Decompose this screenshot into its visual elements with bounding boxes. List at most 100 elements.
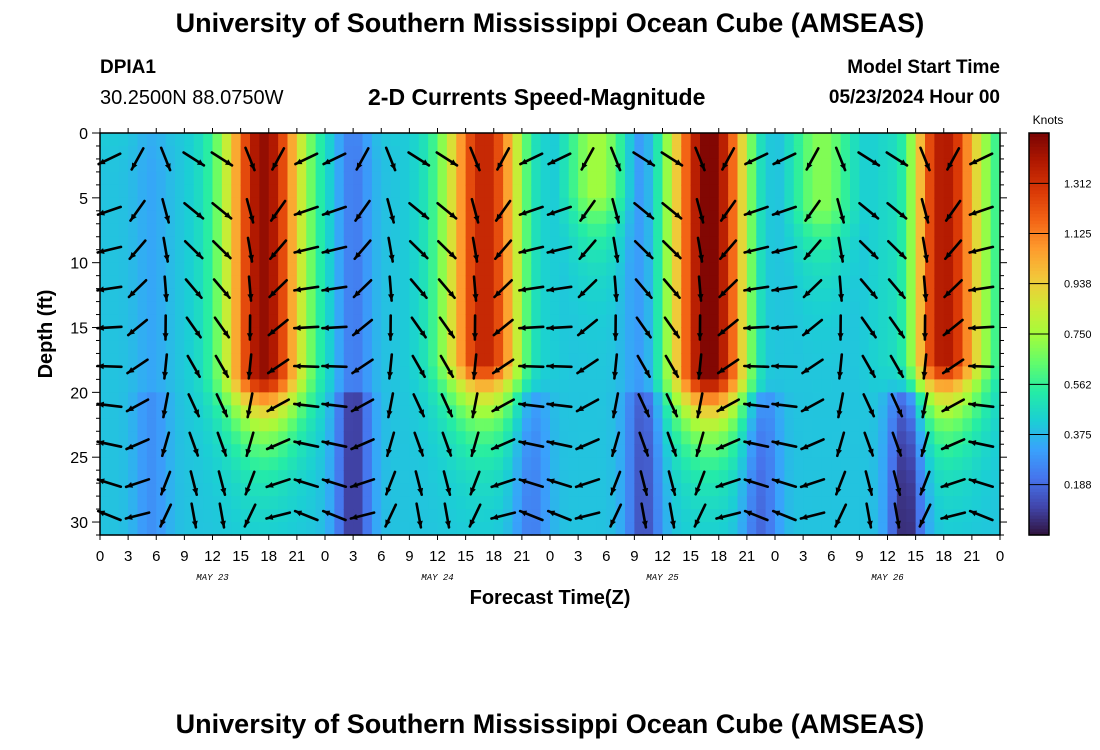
heatmap-cell [756,470,767,484]
heatmap-cell [175,483,185,497]
heatmap-cell [765,522,776,536]
heatmap-cell [184,236,195,251]
heatmap-cell [859,509,870,523]
heatmap-cell [100,197,110,212]
heatmap-cell [643,457,654,471]
current-vector [468,503,482,528]
heatmap-cell [803,431,814,445]
heatmap-cell [831,197,842,212]
heatmap-cell [587,301,598,316]
colorbar-band [1029,143,1049,147]
heatmap-cell [578,353,589,368]
current-vector [633,240,654,260]
heatmap-cell [953,340,964,355]
heatmap-cell [128,133,139,147]
heatmap-cell [137,353,148,368]
heatmap-cell [493,457,504,471]
heatmap-cell [746,301,757,316]
x-tick-label: 15 [682,548,699,565]
heatmap-cell [625,366,635,380]
heatmap-cell [296,327,307,342]
heatmap-cell [531,522,542,536]
heatmap-cell [362,340,373,355]
heatmap-cell [803,457,814,471]
heatmap-cell [343,145,354,160]
colorbar-band [1029,213,1049,218]
x-tick-label: 0 [96,548,104,565]
heatmap-cell [662,210,673,225]
heatmap-cell [175,314,185,329]
heatmap-cell [437,236,448,251]
heatmap-cell [840,418,851,432]
colorbar-band [1029,354,1049,359]
current-vector [858,201,880,220]
heatmap-cell [925,133,935,147]
heatmap-cell [906,314,917,329]
heatmap-cell [728,431,739,445]
heatmap-cell [259,288,270,303]
heatmap-cell [353,327,364,342]
heatmap-cell [109,431,120,445]
heatmap-cell [606,236,617,251]
current-vector [715,511,742,520]
current-vector [575,398,600,413]
heatmap-cell [634,509,645,523]
heatmap-cell [915,353,926,368]
heatmap-cell [100,314,110,329]
heatmap-cell [625,327,635,342]
heatmap-cell [193,158,204,173]
heatmap-cell [259,223,270,238]
heatmap-cell [409,327,420,342]
heatmap-cell [456,145,467,160]
heatmap-cell [728,379,739,393]
chart-subtitle: 2-D Currents Speed-Magnitude [368,84,706,110]
heatmap-cell [812,483,823,497]
heatmap-cell [240,223,251,238]
heatmap-cell [100,509,110,523]
current-vector [967,324,995,331]
heatmap-cell [146,158,157,173]
heatmap-cell [390,314,401,329]
current-vector [743,509,769,522]
heatmap-cell [531,288,542,303]
heatmap-cell [653,379,664,393]
heatmap-cell [287,197,298,212]
heatmap-cell [512,444,523,458]
heatmap-cell [390,366,401,380]
heatmap-cell [381,133,392,147]
heatmap-cell [821,392,832,406]
heatmap-cell [943,171,954,186]
heatmap-cell [306,275,317,290]
heatmap-cell [418,236,429,251]
heatmap-cell [906,249,917,264]
heatmap-cell [240,197,251,212]
heatmap-cell [671,262,682,277]
heatmap-cell [334,405,345,419]
heatmap-cell [981,301,992,316]
heatmap-cell [146,340,157,355]
heatmap-cell [325,236,335,251]
current-vector [574,511,601,520]
colorbar-band [1029,136,1049,141]
current-vector [490,477,516,489]
heatmap-cell [840,288,851,303]
heatmap-cell [531,314,542,329]
heatmap-cell [512,522,523,536]
heatmap-cell [625,171,635,186]
heatmap-cell [503,431,514,445]
heatmap-cell [718,184,729,199]
current-vector [771,401,798,409]
heatmap-cell [512,133,523,147]
heatmap-cell [334,496,345,510]
heatmap-cell [493,483,504,497]
heatmap-cell [437,392,448,406]
heatmap-cell [446,223,457,238]
heatmap-cell [756,262,767,277]
heatmap-cell [615,496,626,510]
heatmap-cell [315,184,326,199]
heatmap-cell [334,262,345,277]
heatmap-cell [259,314,270,329]
heatmap-cell [746,210,757,225]
heatmap-cell [953,249,964,264]
heatmap-cell [268,145,279,160]
